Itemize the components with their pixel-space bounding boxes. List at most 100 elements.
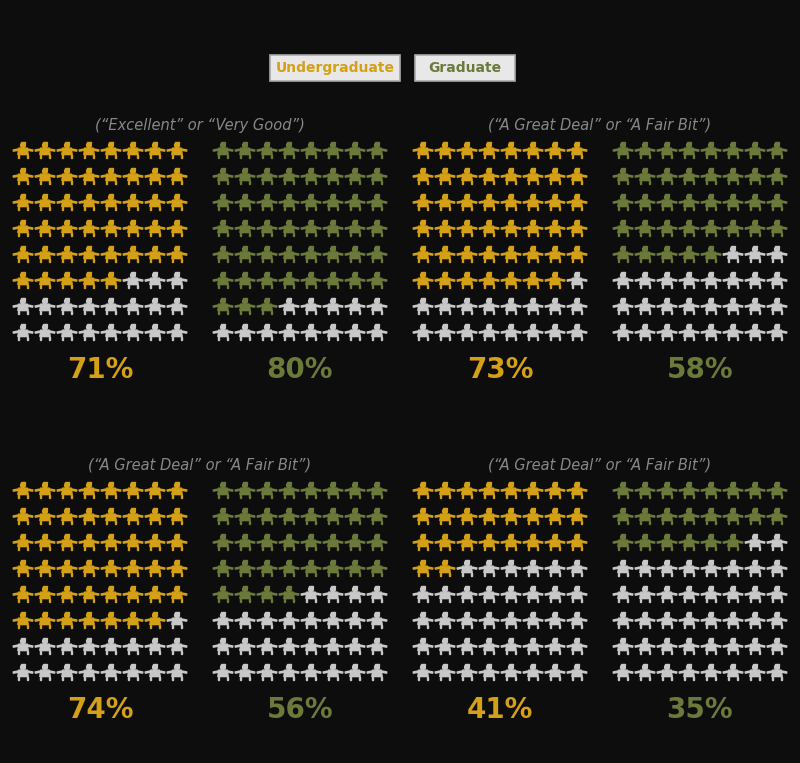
Polygon shape <box>346 331 351 333</box>
Polygon shape <box>258 149 263 151</box>
Bar <box>284 546 286 550</box>
Circle shape <box>530 535 535 539</box>
Polygon shape <box>715 149 721 151</box>
Bar <box>358 599 360 602</box>
Bar <box>150 651 151 655</box>
Bar <box>306 494 307 498</box>
Circle shape <box>174 169 179 174</box>
Circle shape <box>65 561 70 565</box>
Bar <box>758 207 760 211</box>
Polygon shape <box>506 540 516 546</box>
Polygon shape <box>537 331 542 333</box>
Polygon shape <box>546 489 551 491</box>
Bar <box>528 233 530 237</box>
Polygon shape <box>546 619 551 621</box>
Polygon shape <box>302 175 307 177</box>
Polygon shape <box>284 200 294 207</box>
Circle shape <box>442 143 447 148</box>
Bar <box>670 285 672 288</box>
Polygon shape <box>440 304 450 311</box>
Polygon shape <box>418 592 428 599</box>
Circle shape <box>330 221 335 226</box>
Circle shape <box>65 665 70 670</box>
Polygon shape <box>523 593 529 595</box>
Polygon shape <box>767 331 773 333</box>
Polygon shape <box>58 304 63 307</box>
Polygon shape <box>515 149 521 151</box>
Polygon shape <box>462 540 472 546</box>
Polygon shape <box>458 541 463 543</box>
Polygon shape <box>258 304 263 307</box>
Bar <box>640 233 642 237</box>
Bar <box>26 677 28 681</box>
Polygon shape <box>715 304 721 307</box>
Bar <box>572 233 574 237</box>
Polygon shape <box>123 149 129 151</box>
Bar <box>484 651 486 655</box>
Polygon shape <box>449 278 454 282</box>
Polygon shape <box>181 645 186 647</box>
Circle shape <box>621 299 626 304</box>
Circle shape <box>553 665 558 670</box>
Polygon shape <box>84 252 94 259</box>
Bar <box>443 272 447 273</box>
Bar <box>265 246 269 247</box>
Circle shape <box>353 587 358 591</box>
Circle shape <box>665 587 670 591</box>
Bar <box>706 546 707 550</box>
Circle shape <box>86 639 91 644</box>
Polygon shape <box>737 593 742 595</box>
Bar <box>331 534 335 535</box>
Circle shape <box>486 246 491 252</box>
Polygon shape <box>14 253 19 256</box>
Bar <box>670 494 672 498</box>
Bar <box>558 207 560 211</box>
Circle shape <box>21 587 26 591</box>
Polygon shape <box>240 200 250 207</box>
Bar <box>781 336 782 340</box>
Bar <box>662 311 663 314</box>
Polygon shape <box>172 670 182 677</box>
Bar <box>293 336 294 340</box>
Polygon shape <box>462 566 472 572</box>
Polygon shape <box>306 226 316 233</box>
Bar <box>684 651 686 655</box>
Polygon shape <box>218 514 228 520</box>
Bar <box>106 155 107 159</box>
Polygon shape <box>346 593 351 595</box>
Bar <box>572 259 574 262</box>
Bar <box>484 311 486 314</box>
Bar <box>421 272 425 273</box>
Polygon shape <box>528 148 538 155</box>
Polygon shape <box>381 489 386 491</box>
Bar <box>350 233 351 237</box>
Polygon shape <box>418 226 428 233</box>
Bar <box>493 259 494 262</box>
Bar <box>643 298 647 299</box>
Bar <box>558 651 560 655</box>
Bar <box>353 560 357 562</box>
Bar <box>772 572 774 576</box>
Bar <box>643 272 647 273</box>
Circle shape <box>309 169 314 174</box>
Polygon shape <box>262 330 272 336</box>
Circle shape <box>265 535 270 539</box>
Circle shape <box>374 483 379 488</box>
Bar <box>314 336 316 340</box>
Polygon shape <box>671 175 677 177</box>
Bar <box>353 272 357 273</box>
Polygon shape <box>537 619 542 621</box>
Circle shape <box>109 325 114 330</box>
Bar <box>575 298 579 299</box>
Polygon shape <box>759 567 765 569</box>
Circle shape <box>709 325 714 330</box>
Polygon shape <box>58 227 63 229</box>
Bar <box>558 181 560 185</box>
Polygon shape <box>214 175 219 177</box>
Polygon shape <box>581 304 586 307</box>
Polygon shape <box>71 253 77 256</box>
Polygon shape <box>262 540 272 546</box>
Bar <box>309 534 313 535</box>
Polygon shape <box>214 567 219 569</box>
Bar <box>493 285 494 288</box>
